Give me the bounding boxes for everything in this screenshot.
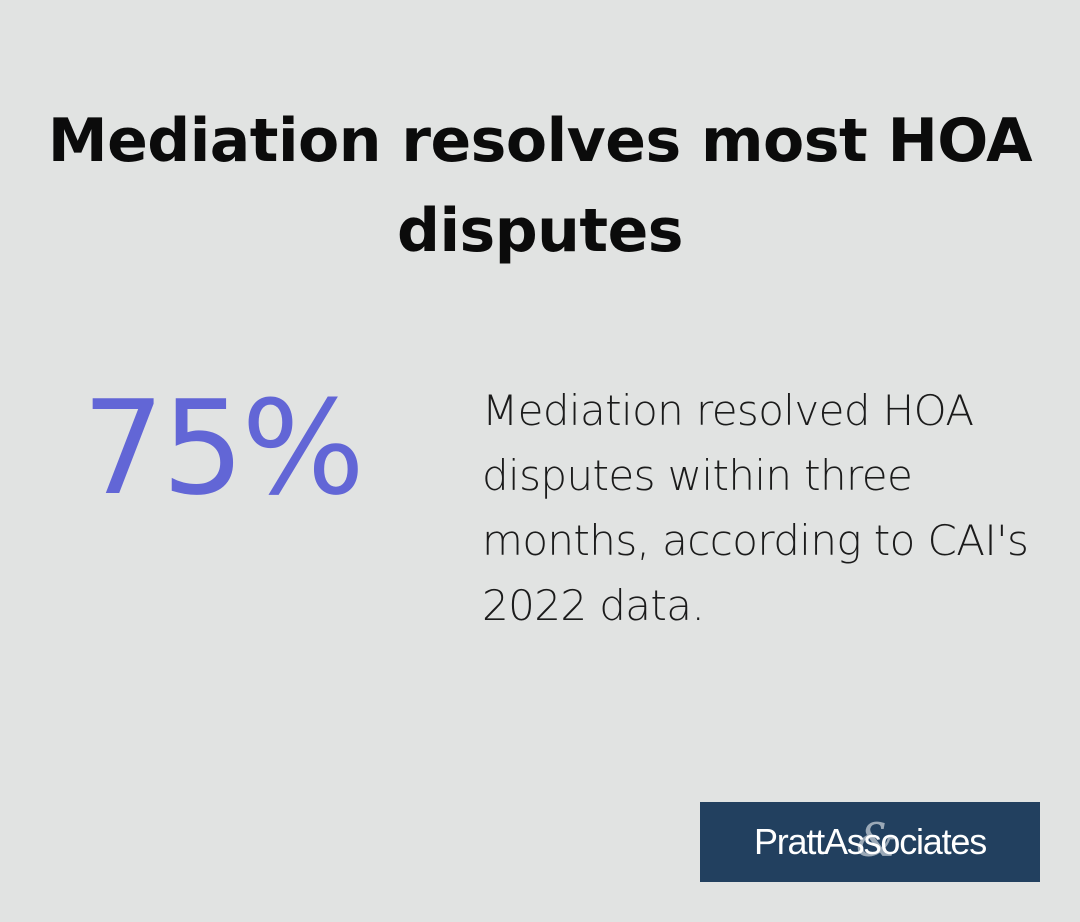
headline: Mediation resolves most HOA disputes (47, 106, 1033, 266)
logo-text: PrattAssociates (753, 821, 987, 862)
stat-description: Mediation resolved HOA disputes within t… (482, 386, 1029, 630)
logo-wordmark: & PrattAssociates (753, 813, 987, 867)
logo: & PrattAssociates (700, 802, 1040, 882)
stat-value: 75% (82, 372, 365, 524)
logo-ampersand: & (855, 813, 897, 867)
